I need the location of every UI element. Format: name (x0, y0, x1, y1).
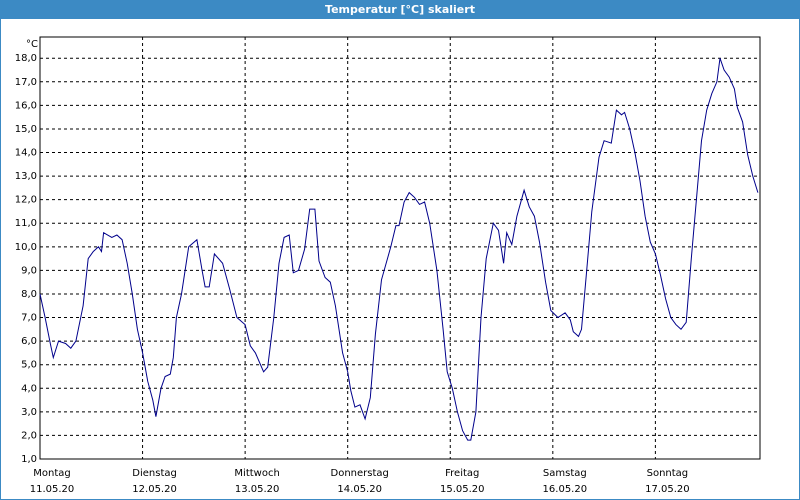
x-tick-label: Samstag (543, 468, 587, 479)
y-tick-label: 8,0 (21, 289, 37, 300)
y-tick-label: 12,0 (15, 195, 37, 206)
y-tick-label: 3,0 (21, 407, 37, 418)
y-tick-label: 6,0 (21, 336, 37, 347)
y-tick-label: 5,0 (21, 360, 37, 371)
y-unit: °C (26, 39, 38, 50)
x-tick-label: Freitag (445, 468, 479, 479)
y-tick-label: 9,0 (21, 265, 37, 276)
line (39, 58, 759, 441)
x-tick-label: Sonntag (647, 468, 689, 479)
title-bar: Temperatur [°C] skaliert (1, 1, 799, 19)
x-tick-label: Mittwoch (234, 468, 279, 479)
y-tick-label: 17,0 (15, 77, 37, 88)
y-tick-label: 1,0 (21, 454, 37, 465)
y-tick-label: 18,0 (15, 53, 37, 64)
y-tick-label: 16,0 (15, 100, 37, 111)
x-tick-date: 16.05.20 (543, 484, 588, 495)
x-tick-label: Montag (33, 468, 70, 479)
y-tick-label: 7,0 (21, 313, 37, 324)
y-tick-label: 14,0 (15, 148, 37, 159)
plot-frame (39, 36, 761, 460)
y-tick-label: 10,0 (15, 242, 37, 253)
y-tick-label: 13,0 (15, 171, 37, 182)
y-tick-label: 15,0 (15, 124, 37, 135)
x-tick-label: Dienstag (132, 468, 177, 479)
x-tick-date: 11.05.20 (30, 484, 75, 495)
y-tick-label: 2,0 (21, 430, 37, 441)
x-tick-label: Donnerstag (331, 468, 389, 479)
y-tick-label: 4,0 (21, 383, 37, 394)
x-tick-date: 15.05.20 (440, 484, 485, 495)
x-tick-date: 12.05.20 (132, 484, 177, 495)
y-tick-label: 11,0 (15, 218, 37, 229)
x-tick-date: 17.05.20 (645, 484, 690, 495)
x-tick-date: 14.05.20 (337, 484, 382, 495)
x-tick-date: 13.05.20 (235, 484, 280, 495)
